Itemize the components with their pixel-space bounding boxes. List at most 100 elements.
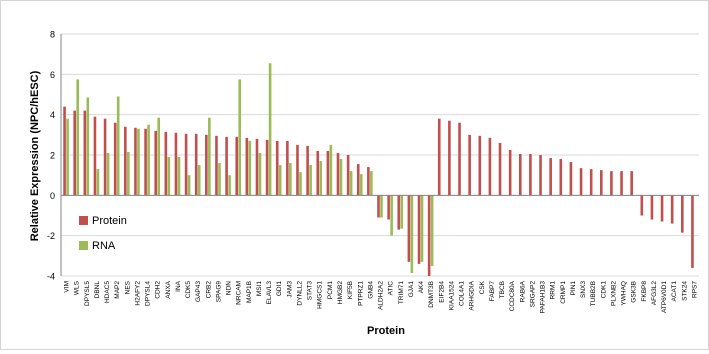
bar-protein-eif2b4 [437, 118, 441, 196]
bar-protein-csk [478, 135, 482, 196]
bar-protein-dynll2 [296, 144, 299, 196]
y-tick-label: 0 [50, 191, 55, 201]
x-tick-label: ALDH2A2 [378, 281, 385, 310]
bar-protein-pin1 [569, 162, 573, 196]
x-tick-label: ANXA [165, 280, 172, 298]
bar-rna-spag9 [218, 163, 221, 196]
x-tick-label: AFG3L2 [651, 281, 658, 306]
bar-protein-wls [73, 110, 76, 196]
x-tick-label: TUBB2B [590, 281, 597, 306]
bar-protein-ndn [225, 136, 228, 196]
bar-rna-ak4 [420, 195, 424, 262]
bar-protein-fkbp8 [640, 195, 644, 216]
x-tick-label: CDK1 [600, 281, 607, 299]
bar-protein-trim71 [397, 195, 401, 230]
bar-protein-dpysl4 [144, 128, 147, 196]
x-tick-label: KIF5B [347, 281, 354, 299]
bar-rna-gja1 [410, 195, 414, 273]
bar-protein-fabp7 [488, 137, 492, 196]
legend-swatch-rna [79, 241, 88, 250]
bar-rna-hdac5 [106, 152, 110, 196]
bar-rna-kif5b [349, 171, 353, 196]
bar-rna-cdh2 [157, 117, 161, 196]
y-tick-label: -2 [47, 231, 55, 241]
bar-rna-gdi1 [278, 165, 282, 196]
x-tick-label: DNMT3B [428, 281, 435, 308]
x-tick-labels: VIM WLS DPYSL5 DBNL HDAC5 MAP2 NES H2AFY2 DPYSL4… [64, 280, 699, 313]
legend-swatch-protein [79, 216, 88, 225]
x-tick-label: PTPRZ1 [357, 281, 364, 306]
bar-protein-pcm1 [326, 150, 330, 196]
x-tick-label: STAT3 [307, 281, 314, 301]
x-tick-label: MAP2 [114, 281, 121, 299]
x-tick-label: GJA1 [408, 281, 415, 298]
bar-protein-nes [124, 126, 127, 196]
y-tick-label: 2 [50, 151, 55, 161]
bar-protein-hdac5 [103, 118, 107, 196]
bar-rna-aldh2a2 [380, 195, 383, 218]
x-tick-label: RAB6A [519, 280, 526, 302]
x-tick-label: TRIM71 [398, 281, 405, 305]
bar-protein-dpysl5 [83, 110, 87, 196]
bar-rna-anxa [167, 157, 171, 196]
bar-rna-map1b [248, 140, 252, 196]
bar-rna-hmgb2 [339, 159, 343, 196]
bar-rna-jam3 [289, 163, 292, 196]
bar-rna-ndn [228, 175, 231, 196]
x-tick-label: SPAG9 [215, 281, 222, 303]
bar-rna-ina [177, 157, 181, 196]
bar-protein-vim [63, 106, 66, 196]
x-tick-label: CSK [479, 280, 486, 294]
bar-protein-kif5b [346, 155, 350, 196]
bar-rna-hmgcs1 [319, 161, 323, 196]
bar-rna-cdk5 [187, 175, 191, 196]
x-tick-label: RRM1 [550, 281, 557, 300]
bar-protein-arhgdia [468, 134, 471, 196]
x-tick-label: DYNLL2 [296, 281, 303, 306]
bar-rna-nrcam [238, 79, 242, 196]
x-tick-label: PIN1 [570, 281, 577, 296]
bar-rna-pcm1 [329, 144, 333, 196]
bar-protein-ywhaq [620, 171, 623, 196]
bars [63, 63, 694, 276]
bar-protein-map1b [245, 137, 249, 196]
x-tick-label: NES [124, 280, 131, 294]
x-tick-label: DPYSL4 [145, 281, 152, 306]
bar-protein-nrcam [235, 136, 239, 196]
x-tick-label: HMGCS1 [317, 281, 324, 309]
y-tick-label: -4 [47, 272, 55, 282]
y-tick-label: 6 [50, 70, 55, 80]
y-axis-label: Relative Expression (NPC/hESC) [29, 70, 41, 241]
bar-protein-crmp1 [559, 159, 563, 196]
bar-protein-dbnl [93, 116, 97, 196]
x-tick-label: ATIC [388, 281, 395, 296]
x-tick-label: CCDC80A [509, 280, 516, 311]
bar-protein-ak4 [417, 195, 421, 264]
bar-protein-hmgcs1 [316, 150, 320, 196]
x-tick-label: GDI1 [276, 281, 283, 297]
bar-rna-trim71 [400, 195, 404, 229]
bar-rna-dnmt3b [430, 195, 434, 266]
bar-protein-gnb4 [367, 167, 370, 196]
bar-protein-h2afy2 [134, 127, 137, 196]
x-tick-label: RPS7 [691, 281, 698, 298]
x-tick-label: VIM [64, 281, 71, 293]
bar-protein-stat3 [306, 145, 309, 196]
x-tick-label: CRMP1 [560, 281, 567, 304]
legend: Protein RNA [79, 215, 127, 252]
x-tick-label: FKBP8 [641, 281, 648, 302]
bar-protein-gja1 [407, 195, 411, 262]
bar-rna-msi1 [258, 152, 262, 196]
bar-protein-aldh2a2 [377, 195, 380, 218]
bar-protein-crb2 [205, 134, 208, 196]
bar-rna-h2afy2 [137, 128, 140, 196]
bar-rna-stat3 [309, 165, 312, 196]
x-tick-label: TBCB [499, 281, 506, 298]
bar-rna-wls [76, 79, 79, 196]
bar-protein-kiaa1524 [448, 120, 451, 196]
bar-protein-atic [387, 195, 390, 220]
bar-protein-cdk5 [184, 133, 188, 196]
bar-rna-atic [390, 195, 393, 236]
